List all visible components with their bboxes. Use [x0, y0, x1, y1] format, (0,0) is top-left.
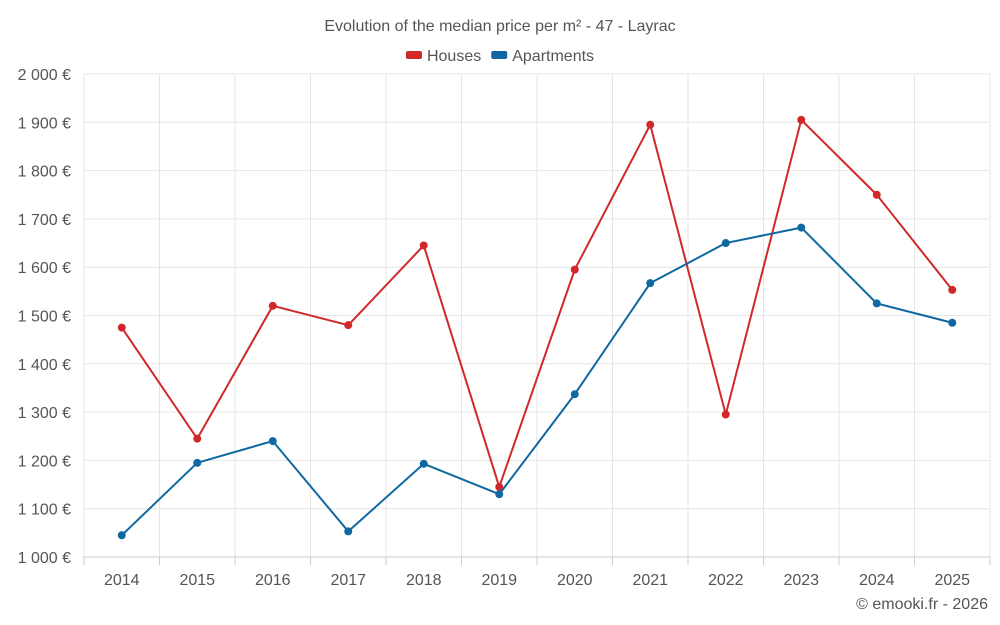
data-point[interactable]: [646, 279, 655, 288]
data-point[interactable]: [268, 437, 277, 446]
data-point[interactable]: [872, 190, 881, 199]
y-tick-label: 1 500 €: [18, 309, 71, 326]
x-tick-label: 2022: [708, 572, 744, 589]
x-tick-label: 2019: [481, 572, 517, 589]
data-point[interactable]: [419, 459, 428, 468]
data-point[interactable]: [117, 323, 126, 332]
x-tick-label: 2023: [783, 572, 819, 589]
x-tick-label: 2020: [557, 572, 593, 589]
y-tick-label: 1 900 €: [18, 115, 71, 132]
y-tick-label: 1 700 €: [18, 212, 71, 229]
data-point[interactable]: [344, 321, 353, 330]
series-houses[interactable]: [117, 115, 957, 491]
series-layer: [117, 115, 957, 540]
data-point[interactable]: [268, 301, 277, 310]
legend-item-houses[interactable]: Houses: [405, 48, 481, 65]
y-tick-label: 2 000 €: [18, 67, 71, 84]
x-tick-label: 2015: [179, 572, 215, 589]
data-point[interactable]: [872, 299, 881, 308]
x-tick-label: 2025: [934, 572, 970, 589]
series-apartments[interactable]: [117, 223, 957, 540]
chart-title: Evolution of the median price per m² - 4…: [324, 18, 675, 35]
x-tick-label: 2014: [104, 572, 140, 589]
data-point[interactable]: [495, 490, 504, 499]
x-tick-label: 2017: [330, 572, 366, 589]
y-tick-label: 1 300 €: [18, 405, 71, 422]
data-point[interactable]: [797, 223, 806, 232]
y-tick-label: 1 600 €: [18, 260, 71, 277]
data-point[interactable]: [646, 120, 655, 129]
x-tick-label: 2024: [859, 572, 895, 589]
data-point[interactable]: [495, 482, 504, 491]
x-tick-label: 2016: [255, 572, 291, 589]
data-point[interactable]: [193, 458, 202, 467]
legend-label: Apartments: [512, 48, 594, 65]
legend-swatch: [405, 51, 422, 59]
y-tick-label: 1 000 €: [18, 550, 71, 567]
data-point[interactable]: [570, 390, 579, 399]
data-point[interactable]: [721, 239, 730, 248]
series-line: [120, 118, 954, 488]
data-point[interactable]: [419, 241, 428, 250]
credit-text[interactable]: © emooki.fr - 2026: [856, 596, 988, 613]
y-tick-label: 1 400 €: [18, 357, 71, 374]
x-tick-label: 2021: [632, 572, 668, 589]
legend-swatch: [491, 51, 508, 59]
y-tick-label: 1 200 €: [18, 453, 71, 470]
legend-label: Houses: [427, 48, 481, 65]
data-point[interactable]: [797, 115, 806, 124]
grid-layer: [83, 73, 991, 557]
legend[interactable]: Houses Apartments: [405, 48, 594, 65]
data-point[interactable]: [570, 265, 579, 274]
legend-item-apartments[interactable]: Apartments: [491, 48, 594, 65]
x-tick-label: 2018: [406, 572, 442, 589]
data-point[interactable]: [948, 318, 957, 327]
y-tick-label: 1 100 €: [18, 502, 71, 519]
data-point[interactable]: [721, 410, 730, 419]
data-point[interactable]: [948, 285, 957, 294]
data-point[interactable]: [117, 531, 126, 540]
data-point[interactable]: [193, 434, 202, 443]
y-tick-label: 1 800 €: [18, 164, 71, 181]
series-line: [121, 226, 953, 536]
data-point[interactable]: [344, 527, 353, 536]
axis-layer: 1 000 € 1 100 € 1 200 € 1 300 € 1 400 € 1 500…: [18, 67, 991, 589]
